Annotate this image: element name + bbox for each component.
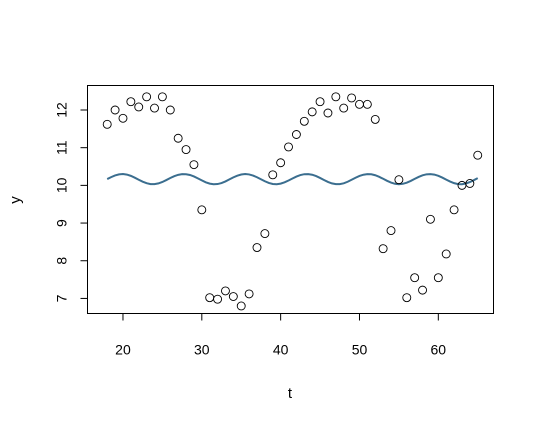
data-point [347, 93, 357, 103]
data-point [142, 92, 152, 102]
data-point [244, 289, 254, 299]
y-axis-label: y [7, 196, 24, 204]
x-tick-label: 60 [431, 342, 447, 358]
data-point [236, 301, 246, 311]
data-point [410, 273, 420, 283]
data-point [355, 99, 364, 109]
y-tick-label: 12 [54, 102, 70, 118]
data-point [418, 285, 427, 295]
fitted-curve [106, 173, 479, 186]
data-point [260, 229, 270, 239]
data-point [276, 158, 286, 168]
data-point [252, 243, 262, 253]
data-point [425, 214, 435, 224]
data-point [165, 105, 175, 115]
fitted-curve-layer [106, 173, 479, 186]
x-tick-label: 20 [115, 342, 131, 358]
data-point [189, 160, 199, 170]
y-axis: 7 8 9 10 11 12 [54, 102, 88, 302]
y-tick-label: 10 [54, 177, 70, 193]
data-point [402, 293, 412, 303]
data-point [441, 249, 451, 259]
x-tick-label: 40 [273, 342, 289, 358]
y-tick-label: 7 [54, 294, 70, 302]
x-axis-label: t [288, 385, 293, 402]
data-points-layer [102, 92, 483, 311]
x-axis: 20 30 40 50 60 [115, 313, 447, 358]
data-point [150, 103, 159, 113]
x-tick-label: 30 [194, 342, 210, 358]
data-point [465, 179, 475, 188]
data-point [110, 105, 120, 115]
data-point [157, 92, 167, 102]
data-point [205, 293, 215, 303]
data-point [118, 113, 128, 123]
data-point [228, 292, 238, 301]
data-point [291, 130, 301, 139]
data-point [331, 92, 341, 102]
data-point [362, 99, 372, 109]
data-point [221, 286, 230, 296]
data-point [173, 133, 183, 143]
data-point [457, 180, 467, 190]
data-point [102, 119, 112, 129]
data-point [134, 102, 144, 112]
x-tick-label: 50 [352, 342, 368, 358]
data-point [315, 97, 325, 107]
data-point [370, 114, 380, 124]
data-point [197, 205, 207, 215]
data-point [268, 170, 278, 180]
data-point [323, 108, 333, 118]
data-point [339, 103, 349, 113]
data-point [433, 273, 443, 283]
data-point [394, 175, 404, 185]
y-tick-label: 9 [54, 219, 70, 227]
data-point [307, 107, 317, 117]
plot-border [87, 85, 494, 314]
y-tick-label: 8 [54, 257, 70, 265]
data-point [181, 145, 191, 155]
data-point [299, 116, 309, 126]
y-tick-label: 11 [54, 140, 70, 155]
data-point [126, 97, 136, 107]
data-point [386, 226, 396, 236]
data-point [213, 294, 223, 304]
data-point [473, 150, 483, 160]
data-point [449, 205, 459, 215]
data-point [284, 142, 293, 152]
data-point [378, 244, 388, 254]
